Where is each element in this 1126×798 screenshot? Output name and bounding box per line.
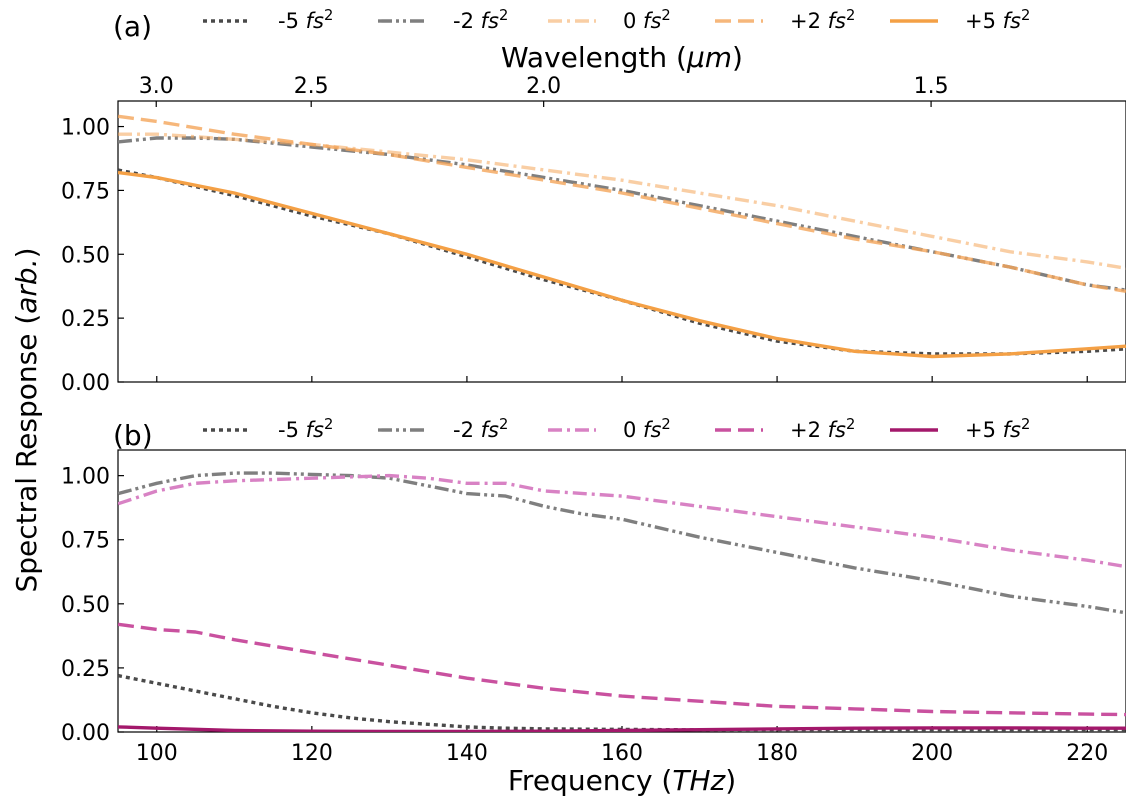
x-tick-label: 100	[136, 741, 178, 766]
x-tick-label: 180	[756, 741, 798, 766]
top-tick-label: 2.0	[526, 74, 561, 99]
series-line-a-3	[118, 114, 1126, 293]
plot-frame-a	[117, 100, 1126, 383]
y-tick-label-b: 0.00	[61, 721, 110, 746]
x-tick-label: 200	[911, 741, 953, 766]
top-tick-label: 3.0	[139, 74, 174, 99]
series-line-b-4	[118, 725, 1126, 732]
y-tick-label-a: 1.00	[61, 116, 110, 141]
y-tick-label-a: 0.50	[61, 243, 110, 268]
top-tick-label: 1.5	[914, 74, 949, 99]
panel-label-b: (b)	[113, 419, 153, 452]
y-axis-title: Spectral Response (arb.)	[10, 247, 43, 592]
legend-label-b-1: -2 fs2	[453, 416, 508, 443]
x-tick-label: 160	[601, 741, 643, 766]
series-line-b-3	[118, 622, 1126, 717]
x-tick-label: 220	[1066, 741, 1108, 766]
legend-label-b-3: +2 fs2	[790, 416, 855, 443]
plot-frame-b	[117, 449, 1126, 733]
legend-label-b-2: 0 fs2	[623, 416, 671, 443]
panel-label-a: (a)	[113, 10, 152, 43]
series-line-a-1	[118, 136, 1126, 292]
y-tick-label-b: 0.50	[61, 593, 110, 618]
series-line-b-1	[118, 471, 1126, 615]
series-line-b-2	[118, 473, 1126, 569]
series-line-a-2	[118, 132, 1126, 270]
panel-b: 0.00 0.25 0.50 0.75 1.00 100 120 140 160 180 200 22…	[61, 416, 1126, 797]
legend-label-a-1: -2 fs2	[453, 7, 508, 34]
legend-label-a-2: 0 fs2	[623, 7, 671, 34]
y-tick-label-b: 1.00	[61, 465, 110, 490]
y-tick-label-a: 0.25	[61, 307, 110, 332]
y-tick-label-a: 0.00	[61, 371, 110, 396]
panel-a: 0.00 0.25 0.50 0.75 1.00 3.0 2.5 2.0 1.5 Waveleng…	[61, 7, 1126, 396]
y-tick-label-a: 0.75	[61, 179, 110, 204]
legend-label-a-4: +5 fs2	[965, 7, 1030, 34]
y-tick-label-b: 0.25	[61, 657, 110, 682]
top-axis-title: Wavelength (μm)	[501, 41, 743, 74]
legend-label-a-3: +2 fs2	[790, 7, 855, 34]
x-axis-title: Frequency (THz)	[508, 764, 736, 797]
x-tick-label: 120	[291, 741, 333, 766]
top-tick-label: 2.5	[294, 74, 329, 99]
y-tick-label-b: 0.75	[61, 529, 110, 554]
legend-label-b-4: +5 fs2	[965, 416, 1030, 443]
legend-label-a-0: -5 fs2	[278, 7, 333, 34]
series-line-a-4	[118, 170, 1126, 359]
legend-label-b-0: -5 fs2	[278, 416, 333, 443]
series-line-a-0	[118, 168, 1126, 356]
series-line-b-0	[118, 673, 1126, 732]
x-tick-label: 140	[446, 741, 488, 766]
